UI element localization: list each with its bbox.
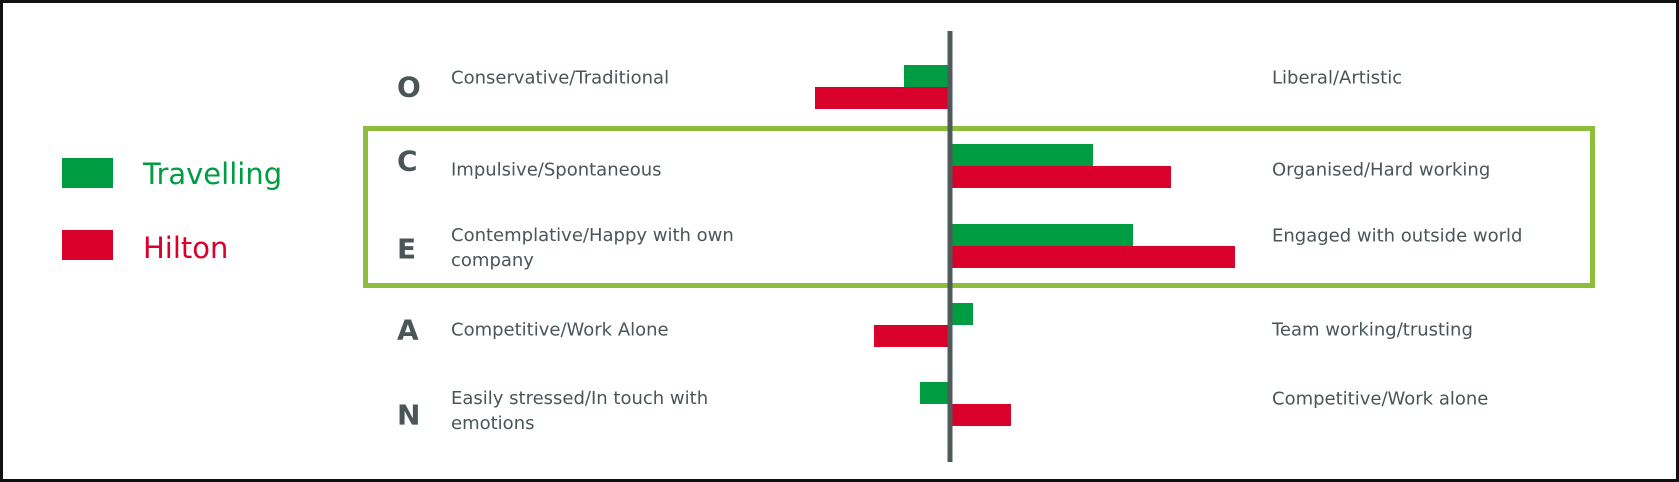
right-trait-label: Competitive/Work alone [1272, 388, 1489, 410]
bar-travelling-C [950, 144, 1093, 166]
left-trait-label: Impulsive/Spontaneous [451, 159, 662, 181]
trait-letter: E [397, 232, 417, 266]
right-trait-label: Organised/Hard working [1272, 159, 1491, 181]
legend-swatch-travelling [62, 158, 113, 188]
right-trait-label: Liberal/Artistic [1272, 67, 1403, 89]
left-trait-label: Contemplative/Happy with own company [451, 225, 734, 271]
left-trait-label: Competitive/Work Alone [451, 319, 669, 341]
right-trait-label: Team working/trusting [1272, 319, 1473, 341]
trait-letter: A [397, 313, 419, 347]
bar-hilton-A [874, 325, 950, 347]
bar-travelling-N [920, 382, 950, 404]
bar-hilton-O [815, 87, 950, 109]
bar-hilton-E [950, 246, 1235, 268]
left-trait-label: Conservative/Traditional [451, 67, 670, 89]
trait-letter: N [397, 398, 421, 432]
left-trait-label: Easily stressed/In touch with emotions [451, 388, 709, 434]
bars-svg [815, 31, 1235, 462]
legend-swatch-hilton [62, 230, 113, 260]
bar-hilton-C [950, 166, 1171, 188]
bar-travelling-O [904, 65, 950, 87]
right-trait-label: Engaged with outside world [1272, 225, 1523, 247]
bar-hilton-N [950, 404, 1011, 426]
trait-letter: C [397, 144, 418, 178]
bar-travelling-E [950, 224, 1133, 246]
bar-travelling-A [950, 303, 973, 325]
highlight-box [363, 126, 1595, 288]
trait-letter: O [397, 70, 421, 104]
legend-label-travelling: Travelling [143, 157, 283, 191]
legend-label-hilton: Hilton [143, 231, 229, 265]
